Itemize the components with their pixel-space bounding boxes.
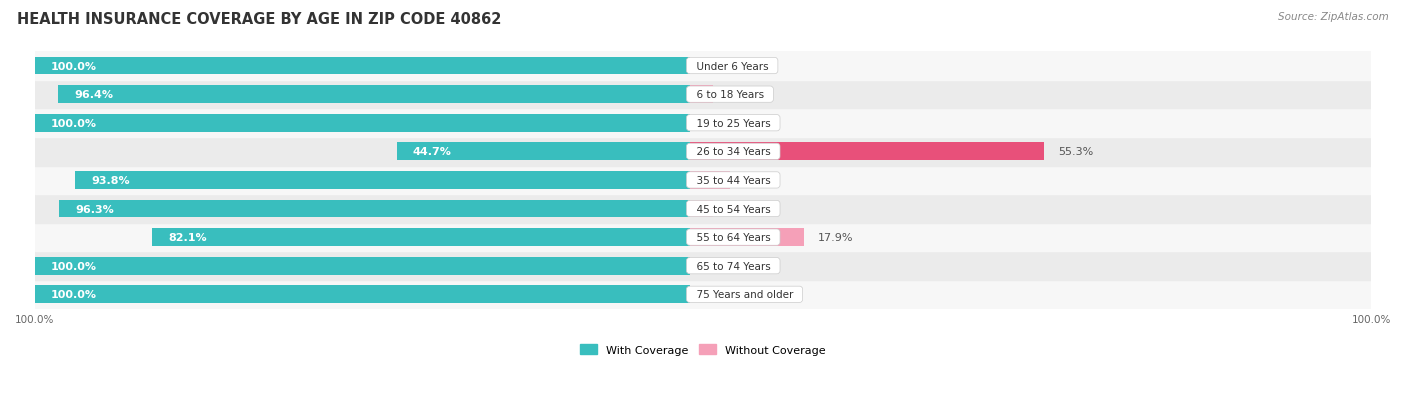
Text: 0.0%: 0.0%: [703, 261, 731, 271]
Text: 6 to 18 Years: 6 to 18 Years: [689, 90, 770, 100]
Text: 6.3%: 6.3%: [744, 176, 772, 185]
Bar: [35, 138, 1371, 166]
Bar: [35, 286, 689, 304]
Bar: [689, 172, 730, 189]
Bar: [396, 143, 689, 161]
Text: 26 to 34 Years: 26 to 34 Years: [689, 147, 778, 157]
Text: 19 to 25 Years: 19 to 25 Years: [689, 119, 778, 128]
Text: 100.0%: 100.0%: [51, 261, 97, 271]
Text: 0.0%: 0.0%: [703, 290, 731, 299]
Text: 96.4%: 96.4%: [75, 90, 114, 100]
Bar: [689, 143, 1045, 161]
Bar: [76, 172, 689, 189]
Text: 0.0%: 0.0%: [703, 62, 731, 71]
Bar: [35, 280, 1371, 309]
Bar: [35, 81, 1371, 109]
Bar: [35, 195, 1371, 223]
Text: 55 to 64 Years: 55 to 64 Years: [689, 233, 778, 242]
Legend: With Coverage, Without Coverage: With Coverage, Without Coverage: [576, 340, 830, 360]
Text: 17.9%: 17.9%: [818, 233, 853, 242]
Bar: [35, 252, 1371, 280]
Text: HEALTH INSURANCE COVERAGE BY AGE IN ZIP CODE 40862: HEALTH INSURANCE COVERAGE BY AGE IN ZIP …: [17, 12, 502, 27]
Bar: [689, 200, 713, 218]
Bar: [35, 114, 689, 132]
Bar: [35, 109, 1371, 138]
Bar: [35, 52, 1371, 81]
Text: 65 to 74 Years: 65 to 74 Years: [689, 261, 778, 271]
Text: 93.8%: 93.8%: [91, 176, 129, 185]
Text: 100.0%: 100.0%: [51, 62, 97, 71]
Text: 3.7%: 3.7%: [727, 204, 755, 214]
Text: 96.3%: 96.3%: [75, 204, 114, 214]
Bar: [35, 223, 1371, 252]
Bar: [689, 229, 804, 247]
Text: 0.0%: 0.0%: [703, 119, 731, 128]
Text: 55.3%: 55.3%: [1057, 147, 1092, 157]
Text: 35 to 44 Years: 35 to 44 Years: [689, 176, 778, 185]
Bar: [35, 57, 689, 75]
Bar: [689, 86, 713, 104]
Bar: [152, 229, 689, 247]
Text: 44.7%: 44.7%: [413, 147, 451, 157]
Text: 100.0%: 100.0%: [51, 290, 97, 299]
Text: 45 to 54 Years: 45 to 54 Years: [689, 204, 778, 214]
Text: 75 Years and older: 75 Years and older: [689, 290, 800, 299]
Text: Under 6 Years: Under 6 Years: [689, 62, 775, 71]
Text: 100.0%: 100.0%: [51, 119, 97, 128]
Bar: [35, 257, 689, 275]
Text: 3.6%: 3.6%: [725, 90, 755, 100]
Bar: [58, 86, 689, 104]
Bar: [35, 166, 1371, 195]
Text: Source: ZipAtlas.com: Source: ZipAtlas.com: [1278, 12, 1389, 22]
Bar: [59, 200, 689, 218]
Text: 82.1%: 82.1%: [167, 233, 207, 242]
